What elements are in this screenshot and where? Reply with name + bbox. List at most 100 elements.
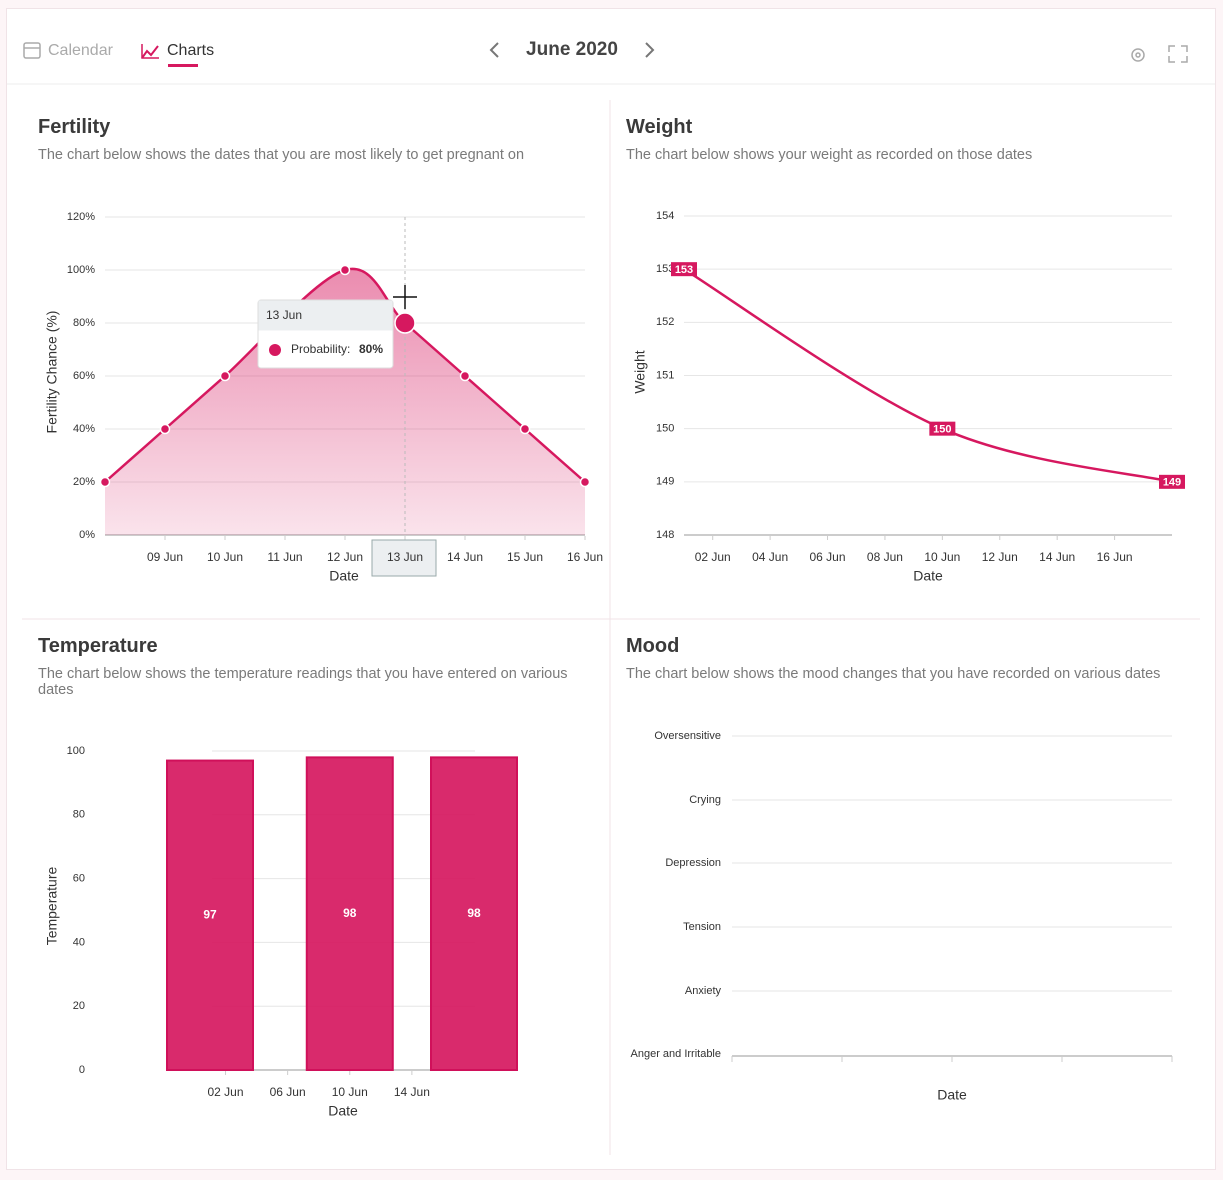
y-tick-label: 150 — [656, 423, 674, 435]
x-tick-label: 12 Jun — [327, 550, 363, 564]
calendar-tab[interactable]: Calendar — [23, 42, 114, 59]
y-tick-label: 20% — [73, 476, 95, 488]
y-tick-label: 0% — [79, 529, 95, 541]
panel-subtitle: The chart below shows your weight as rec… — [626, 147, 1033, 163]
y-tick-label: 151 — [656, 369, 674, 381]
data-label: 97 — [203, 907, 217, 921]
point — [99, 476, 111, 488]
y-tick-label: 40 — [73, 936, 85, 948]
area — [105, 268, 585, 535]
point — [219, 370, 231, 382]
x-tick-label: 08 Jun — [867, 550, 903, 564]
bar — [305, 756, 394, 1071]
y-axis-title: Weight — [632, 350, 648, 393]
next-month[interactable] — [645, 42, 655, 58]
y-tick-label: Anxiety — [685, 985, 722, 997]
data-label-box — [671, 262, 697, 277]
y-tick-label: 153 — [656, 263, 674, 275]
calendar-icon — [23, 42, 41, 59]
x-axis-title: Date — [937, 1087, 967, 1103]
charts-icon — [141, 45, 159, 59]
x-tick-label: 14 Jun — [447, 550, 483, 564]
data-label: 150 — [933, 424, 951, 436]
charts-tab[interactable]: Charts — [141, 42, 214, 67]
y-axis-title: Fertility Chance (%) — [44, 311, 60, 434]
point — [159, 423, 171, 435]
panel-subtitle: The chart below shows the temperature re… — [38, 666, 568, 698]
x-tick-label: 09 Jun — [147, 550, 183, 564]
y-tick-label: Anger and Irritable — [631, 1048, 722, 1060]
y-tick-label: 40% — [73, 423, 95, 435]
gear-icon — [1131, 48, 1145, 62]
y-tick-label: 148 — [656, 529, 674, 541]
x-tick-label: 11 Jun — [267, 550, 302, 564]
tooltip-header — [258, 300, 393, 331]
crosshair-label: 13 Jun — [387, 550, 423, 564]
x-tick-label: 02 Jun — [208, 1085, 244, 1099]
data-label-box — [929, 421, 956, 436]
tooltip-marker — [269, 344, 281, 356]
y-tick-label: 60% — [73, 370, 95, 382]
gear-icon-center — [1135, 52, 1141, 58]
tooltip-label: Probability: — [291, 342, 350, 356]
y-tick-label: 152 — [656, 316, 674, 328]
x-tick-label: 15 Jun — [507, 550, 543, 564]
line — [104, 267, 586, 483]
month-title: June 2020 — [526, 39, 618, 60]
tooltip-value: 80% — [359, 342, 383, 356]
data-label: 149 — [1163, 477, 1181, 489]
x-tick-label: 16 Jun — [567, 550, 603, 564]
active-tab-underline — [168, 64, 198, 67]
data-label: 98 — [467, 906, 481, 920]
x-tick-label: 06 Jun — [270, 1085, 306, 1099]
calendar-tab-label: Calendar — [48, 42, 114, 59]
charts-tab-label: Charts — [167, 42, 214, 59]
point — [339, 264, 351, 276]
y-tick-label: 60 — [73, 873, 85, 885]
y-tick-label: Depression — [665, 857, 721, 869]
data-label: 153 — [675, 264, 693, 276]
y-tick-label: 100% — [67, 264, 95, 276]
y-tick-label: Tension — [683, 921, 721, 933]
panel-title: Temperature — [38, 635, 158, 657]
y-tick-label: 149 — [656, 476, 674, 488]
x-tick-label: 12 Jun — [982, 550, 1018, 564]
y-tick-label: 120% — [67, 211, 95, 223]
settings-button[interactable] — [1131, 48, 1145, 62]
y-tick-label: 20 — [73, 1000, 85, 1012]
y-axis-title: Temperature — [44, 866, 60, 945]
y-tick-label: Crying — [689, 794, 721, 806]
panel-title: Weight — [626, 116, 693, 138]
y-tick-label: Oversensitive — [654, 730, 721, 742]
point — [519, 423, 531, 435]
x-tick-label: 10 Jun — [924, 550, 960, 564]
x-axis-title: Date — [328, 1103, 358, 1119]
bar — [430, 756, 518, 1071]
data-label: 98 — [343, 906, 357, 920]
bar — [166, 759, 254, 1071]
panel-subtitle: The chart below shows the mood changes t… — [626, 666, 1161, 682]
x-tick-label: 04 Jun — [752, 550, 788, 564]
x-tick-label: 02 Jun — [695, 550, 731, 564]
point — [459, 370, 471, 382]
y-tick-label: 154 — [656, 210, 674, 222]
panel-title: Fertility — [38, 116, 111, 138]
x-axis-title: Date — [913, 568, 943, 584]
point — [394, 312, 416, 334]
y-tick-label: 100 — [67, 745, 85, 757]
y-tick-label: 80% — [73, 317, 95, 329]
x-tick-label: 14 Jun — [394, 1085, 430, 1099]
panel-subtitle: The chart below shows the dates that you… — [38, 147, 525, 163]
x-tick-label: 10 Jun — [332, 1085, 368, 1099]
y-tick-label: 0 — [79, 1064, 85, 1076]
x-tick-label: 16 Jun — [1097, 550, 1133, 564]
cursor — [393, 285, 417, 309]
point — [579, 476, 591, 488]
fullscreen-button[interactable] — [1168, 45, 1188, 63]
tooltip-title: 13 Jun — [266, 308, 302, 322]
y-tick-label: 80 — [73, 809, 85, 821]
panel-title: Mood — [626, 635, 680, 657]
prev-month[interactable] — [489, 42, 499, 58]
charts-icon-axis — [141, 44, 159, 59]
